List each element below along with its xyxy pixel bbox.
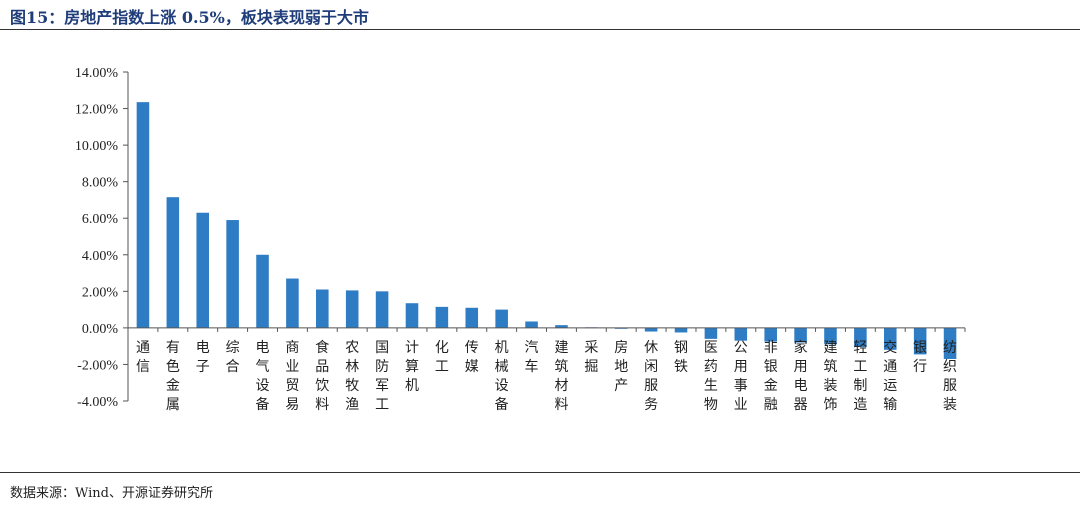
bar <box>256 254 269 328</box>
category-label: 银行 <box>913 340 927 375</box>
bar <box>555 325 568 328</box>
bar <box>375 291 389 328</box>
bar <box>883 327 897 350</box>
bar <box>316 289 329 328</box>
category-label: 休闲服务 <box>644 340 658 413</box>
y-tick-label: 4.00% <box>82 249 119 264</box>
figure-title: 图15：房地产指数上涨 0.5%，板块表现弱于大市 <box>10 8 369 27</box>
category-label: 计算机 <box>405 340 419 394</box>
category-label: 综合 <box>226 340 240 375</box>
bar <box>345 290 359 328</box>
bar <box>764 327 777 342</box>
footer-divider <box>0 472 1080 473</box>
bar <box>913 327 927 355</box>
category-label: 建筑装饰 <box>823 340 837 413</box>
title-divider <box>0 29 1080 30</box>
bar <box>525 321 538 328</box>
y-axis: 14.00% 12.00% 10.00% 8.00% 6.00% 4.00% 2.00% 0.… <box>75 66 129 410</box>
y-tick-label: 10.00% <box>75 139 119 154</box>
bar <box>943 327 957 359</box>
bar-series <box>136 102 957 359</box>
y-tick-label: -4.00% <box>77 395 118 410</box>
category-label: 农林牧渔 <box>345 340 359 413</box>
x-axis <box>127 327 966 332</box>
category-label: 有色金属 <box>166 340 180 413</box>
y-tick-label: 0.00% <box>82 322 119 337</box>
bar <box>226 220 239 328</box>
bar <box>734 327 748 341</box>
bar <box>495 309 508 328</box>
category-label: 采掘 <box>584 340 598 375</box>
bar <box>286 278 299 328</box>
bar <box>824 327 837 345</box>
category-label: 国防军工 <box>375 340 389 413</box>
y-tick-label: -2.00% <box>77 358 118 373</box>
bar <box>465 307 479 328</box>
bar <box>136 102 150 328</box>
category-label: 食品饮料 <box>315 339 329 413</box>
bar <box>435 306 449 328</box>
category-label: 机械设备 <box>495 340 509 413</box>
data-source-note: 数据来源：Wind、开源证券研究所 <box>10 486 213 501</box>
y-tick-label: 14.00% <box>75 66 119 81</box>
bar <box>674 327 688 333</box>
category-label: 纺织服装 <box>943 340 957 413</box>
category-label: 公用事业 <box>734 340 748 413</box>
bar <box>405 303 419 328</box>
y-tick-label: 12.00% <box>75 103 119 118</box>
bar-chart: 14.00% 12.00% 10.00% 8.00% 6.00% 4.00% 2.00% 0.… <box>75 66 966 413</box>
bar <box>794 327 807 343</box>
category-label: 医药生物 <box>704 340 718 413</box>
bar <box>644 327 658 332</box>
category-label: 建筑材料 <box>554 340 568 413</box>
y-tick-label: 8.00% <box>82 176 119 191</box>
bar <box>854 327 867 348</box>
bar <box>704 327 718 339</box>
category-label: 钢铁 <box>674 340 688 375</box>
category-label: 传媒 <box>465 340 479 375</box>
category-label: 家用电器 <box>794 339 808 413</box>
y-tick-label: 6.00% <box>82 212 119 227</box>
category-label: 交通运输 <box>883 339 897 413</box>
bar <box>166 197 180 328</box>
category-label: 非银金融 <box>764 340 778 413</box>
y-tick-label: 2.00% <box>82 285 119 300</box>
category-label: 电气设备 <box>256 340 270 413</box>
category-label: 汽车 <box>525 340 539 375</box>
category-label: 商业贸易 <box>285 340 299 413</box>
category-label: 通信 <box>136 340 150 375</box>
category-label: 轻工制造 <box>853 340 867 413</box>
category-label: 化工 <box>435 340 449 375</box>
category-label: 房地产 <box>614 340 628 394</box>
category-label: 电子 <box>196 340 210 375</box>
bar <box>196 212 210 328</box>
